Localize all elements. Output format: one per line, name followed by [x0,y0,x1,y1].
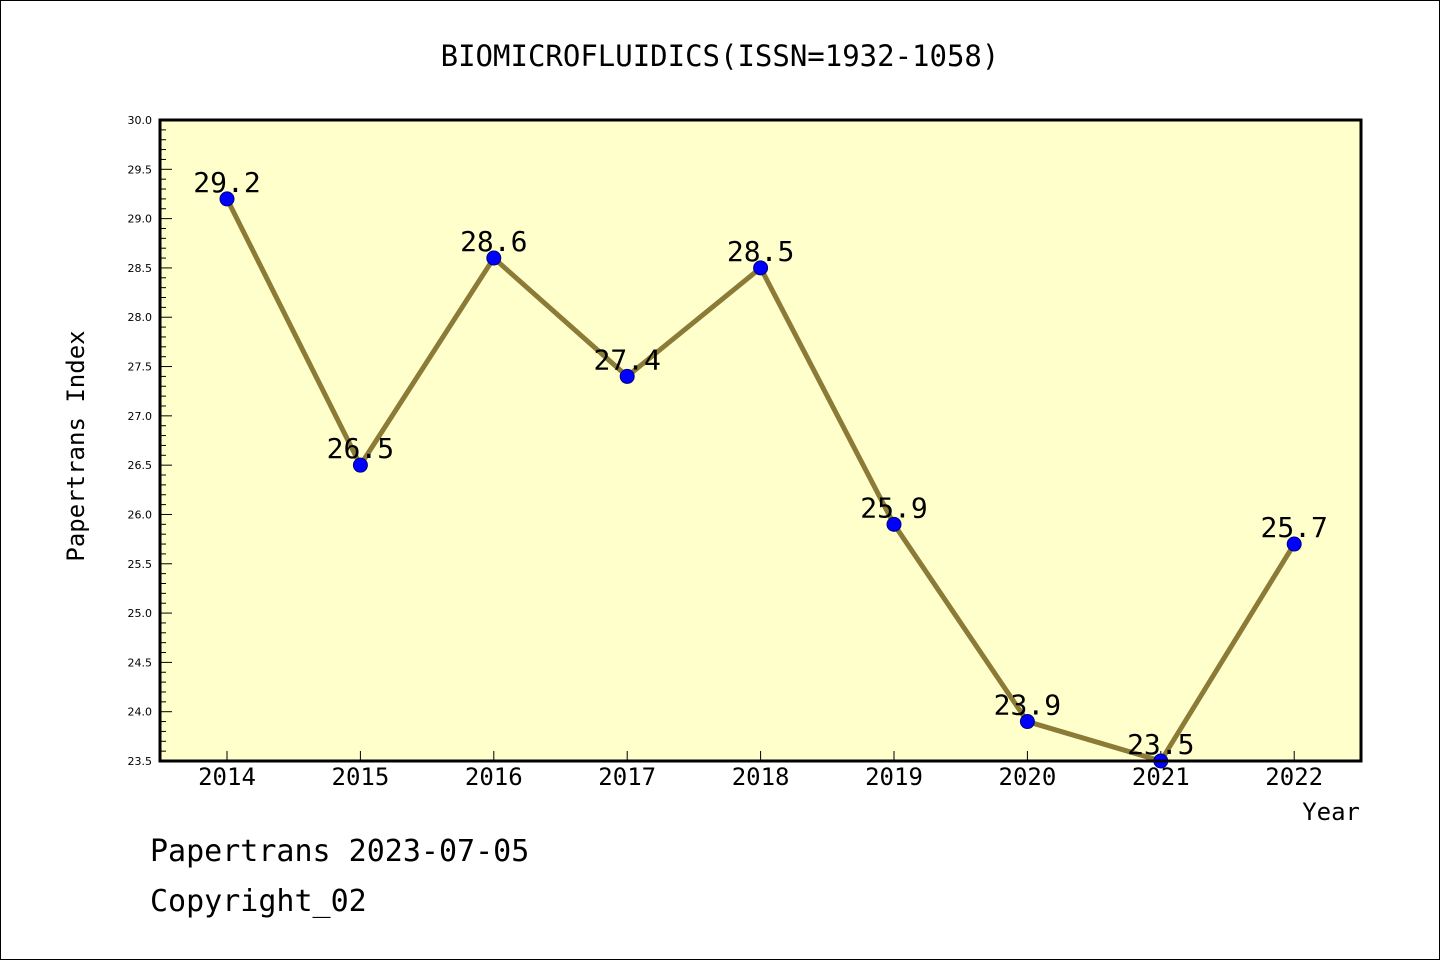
x-tick-label: 2014 [198,763,256,791]
y-tick-label: 29.5 [128,163,153,176]
data-label: 29.2 [193,166,260,199]
x-tick-label: 2018 [732,763,790,791]
copyright-text: Copyright_02 [150,884,367,919]
y-tick-label: 28.0 [128,311,153,324]
x-tick-label: 2016 [465,763,523,791]
y-tick-label: 25.0 [128,607,153,620]
y-tick-label: 25.5 [128,558,153,571]
series-layer: 29.2 26.5 28.6 27.4 28.5 25.9 23.9 23.5 25.7 [193,166,1328,769]
chart-title: BIOMICROFLUIDICS(ISSN=1932-1058) [441,39,1000,73]
y-tick-label: 26.5 [128,459,153,472]
data-point [1019,714,1035,730]
y-tick-label: 29.0 [128,213,153,226]
data-point [352,457,368,473]
data-point [219,191,235,207]
data-point [753,260,769,276]
data-label: 28.5 [727,235,794,268]
x-tick-label: 2017 [598,763,656,791]
data-label: 23.5 [1127,728,1194,761]
data-point [486,250,502,266]
x-axis: 2014 2015 2016 2017 2018 2019 2020 2021 2022 [198,751,1323,791]
data-label: 28.6 [460,225,527,258]
y-tick-label: 24.0 [128,706,153,719]
y-tick-label: 27.5 [128,361,153,374]
y-tick-label: 30.0 [128,114,153,127]
y-tick-label: 26.0 [128,508,153,521]
y-tick-label: 23.5 [128,755,153,768]
y-tick-label: 27.0 [128,410,153,423]
x-tick-label: 2019 [865,763,923,791]
x-tick-label: 2022 [1265,763,1323,791]
data-label: 25.9 [860,491,927,524]
data-label: 26.5 [327,432,394,465]
y-axis: 23.5 24.0 24.5 25.0 25.5 26.0 26.5 27.0 27.5 28.0… [128,114,172,768]
plot-border [158,118,1363,763]
x-tick-label: 2020 [999,763,1057,791]
x-axis-label: Year [1302,798,1360,826]
source-date-text: Papertrans 2023-07-05 [150,834,530,869]
x-tick-label: 2015 [332,763,390,791]
y-tick-label: 28.5 [128,262,153,275]
data-point [886,516,902,532]
data-point [619,368,635,384]
data-point [1286,536,1302,552]
data-label: 27.4 [593,343,660,376]
plot-area [160,120,1361,761]
y-axis-label: Papertrans Index [62,330,90,561]
y-tick-label: 24.5 [128,656,153,669]
data-label: 25.7 [1260,511,1327,544]
data-label: 23.9 [994,689,1061,722]
